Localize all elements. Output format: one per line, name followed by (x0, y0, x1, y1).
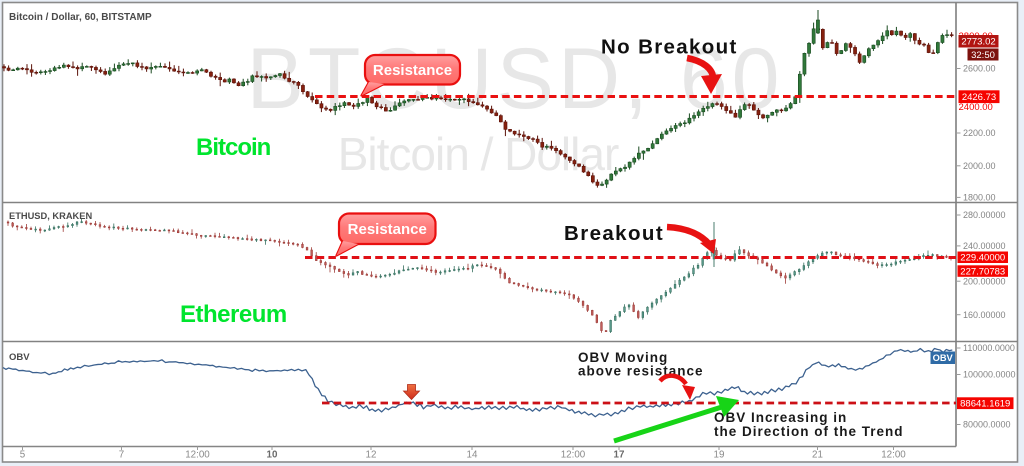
svg-text:12: 12 (366, 450, 377, 461)
svg-text:7: 7 (119, 450, 124, 461)
svg-text:5: 5 (20, 450, 26, 461)
svg-text:Breakout: Breakout (564, 222, 664, 245)
svg-text:Resistance: Resistance (373, 62, 452, 79)
svg-text:2400.00: 2400.00 (959, 102, 993, 113)
svg-text:Bitcoin: Bitcoin (196, 134, 271, 161)
svg-text:Bitcoin / Dollar, 60, BITSTAMP: Bitcoin / Dollar, 60, BITSTAMP (9, 12, 152, 23)
svg-text:229.40000: 229.40000 (960, 253, 1005, 264)
svg-text:OBV Increasing in: OBV Increasing in (714, 410, 847, 425)
svg-text:OBV Moving: OBV Moving (578, 350, 668, 365)
svg-text:200.00000: 200.00000 (963, 276, 1006, 286)
svg-text:2426.73: 2426.73 (962, 92, 996, 103)
svg-text:100000.0000: 100000.0000 (963, 370, 1016, 380)
svg-text:the Direction of the Trend: the Direction of the Trend (714, 424, 904, 439)
svg-text:2000.00: 2000.00 (963, 161, 996, 171)
svg-text:1800.00: 1800.00 (963, 193, 996, 203)
svg-text:Bitcoin / Dollar: Bitcoin / Dollar (338, 128, 619, 180)
svg-text:12:00: 12:00 (881, 450, 906, 461)
svg-text:OBV: OBV (933, 353, 954, 363)
svg-text:32:50: 32:50 (971, 50, 995, 61)
svg-text:12:00: 12:00 (185, 450, 210, 461)
svg-text:above resistance: above resistance (578, 364, 704, 379)
svg-text:2600.00: 2600.00 (963, 64, 996, 74)
svg-text:21: 21 (812, 450, 823, 461)
svg-text:Resistance: Resistance (348, 221, 427, 238)
svg-text:10: 10 (267, 450, 278, 461)
svg-text:12:00: 12:00 (561, 450, 586, 461)
svg-text:19: 19 (714, 450, 725, 461)
svg-text:2773.02: 2773.02 (961, 37, 995, 48)
svg-text:88641.1619: 88641.1619 (960, 399, 1010, 410)
svg-text:No Breakout: No Breakout (601, 36, 738, 59)
svg-text:ETHUSD, KRAKEN: ETHUSD, KRAKEN (9, 211, 92, 221)
svg-text:OBV: OBV (9, 352, 30, 363)
svg-text:240.00000: 240.00000 (963, 241, 1006, 251)
svg-text:227.70783: 227.70783 (960, 266, 1005, 277)
svg-text:17: 17 (614, 450, 625, 461)
svg-text:Ethereum: Ethereum (180, 301, 287, 328)
svg-text:280.00000: 280.00000 (963, 210, 1006, 220)
svg-text:160.00000: 160.00000 (963, 310, 1006, 320)
svg-text:14: 14 (467, 450, 478, 461)
svg-text:2200.00: 2200.00 (963, 128, 996, 138)
svg-text:110000.0000: 110000.0000 (963, 343, 1015, 353)
svg-text:80000.0000: 80000.0000 (963, 420, 1011, 430)
